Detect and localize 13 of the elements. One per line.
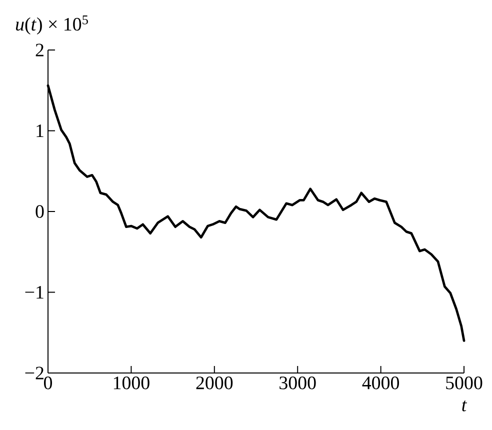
x-tick-label: 0 bbox=[44, 376, 52, 390]
y-tick-label: −2 bbox=[25, 366, 44, 380]
x-tick-label: 2000 bbox=[196, 376, 233, 390]
x-axis-title: t bbox=[462, 400, 468, 412]
y-axis-title: u(t) × 10$^{5}$ bbox=[16, 16, 88, 34]
x-tick-label: 5000 bbox=[446, 376, 482, 390]
y-tick-label: 0 bbox=[36, 205, 44, 218]
x-tick-label: 1000 bbox=[114, 376, 150, 390]
y-tick-label: 1 bbox=[36, 124, 44, 137]
y-tick-label: 2 bbox=[36, 44, 44, 56]
x-tick-label: 4000 bbox=[362, 376, 400, 390]
x-tick-label: 3000 bbox=[280, 376, 316, 390]
y-tick-label: −1 bbox=[25, 286, 44, 298]
